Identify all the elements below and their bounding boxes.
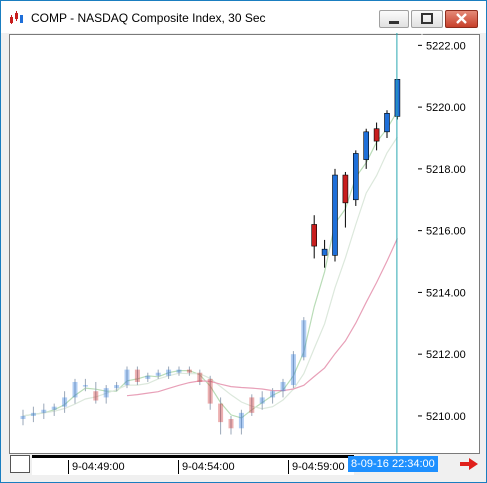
maximize-icon [421,13,433,24]
maximize-button[interactable] [411,10,443,28]
candle-body [218,403,224,423]
time-axis[interactable]: 9-04:49:00 9-04:54:00 9-04:59:00 [32,455,354,475]
candle-body [82,385,88,387]
candle-body [311,224,318,247]
candle-body [207,378,213,404]
candle-body [197,372,203,382]
candle-body [72,381,78,398]
candle-body [270,391,276,398]
minimize-icon [389,21,399,24]
time-label: 9-04:49:00 [68,460,125,474]
candle-body [51,406,57,410]
price-tick-label: 5214.00 [426,287,466,299]
candle-body [186,369,192,373]
ma-fast-line [22,110,398,419]
candle-body [41,409,47,413]
price-tick-label: 5222.00 [426,40,466,52]
price-axis: 5210.00 5212.00 5214.00 5216.00 5218.00 5220.… [418,40,466,423]
ma-mid-line [22,136,398,417]
price-tick-label: 5216.00 [426,226,466,238]
candle-body [145,375,151,379]
current-time-badge: 8-09-16 22:34:00 [348,456,438,472]
chart-panel[interactable] [9,34,480,454]
candles [20,79,401,435]
candle-body [301,320,307,358]
candle-body [373,128,380,142]
price-tick-label: 5210.00 [426,411,466,423]
scroll-right-arrow-icon[interactable] [460,458,478,470]
candle-body [363,131,370,160]
candle-body [259,397,265,404]
scroll-box[interactable] [10,455,30,473]
candle-body [166,369,172,376]
close-button[interactable] [445,10,478,28]
app-logo-icon [10,11,23,24]
moving-averages [22,110,398,419]
candle-body [321,248,328,256]
candle-body [332,174,338,256]
candle-body [176,369,182,373]
candlestick-chart[interactable]: 5210.00 5212.00 5214.00 5216.00 5218.00 5220.… [8,33,479,453]
time-label: 9-04:59:00 [288,460,345,474]
candle-body [280,381,286,392]
candle-body [93,391,99,401]
price-tick-label: 5218.00 [426,164,466,176]
candle-body [290,354,296,386]
candle-body [124,369,130,386]
window-title: COMP - NASDAQ Composite Index, 30 Sec [31,11,266,25]
candle-body [249,397,255,413]
candle-body [20,415,26,420]
candle-body [30,412,36,416]
candle-body [62,397,68,407]
candle-body [103,388,109,398]
title-bar[interactable]: COMP - NASDAQ Composite Index, 30 Sec [1,1,486,33]
close-icon [456,13,467,24]
candle-body [342,174,349,204]
candle-body [134,369,140,382]
candle-body [352,153,359,201]
candle-body [384,112,390,133]
price-tick-label: 5212.00 [426,349,466,361]
ma-slow-line [126,238,398,397]
price-tick-label: 5220.00 [426,102,466,114]
candle-body [155,372,161,376]
minimize-button[interactable] [379,10,409,28]
candle-body [114,385,120,389]
time-axis-bar: 9-04:49:00 9-04:54:00 9-04:59:00 8-09-16… [8,453,479,475]
time-label: 9-04:54:00 [178,460,235,474]
candle-body [238,412,244,429]
candle-body [228,419,234,429]
